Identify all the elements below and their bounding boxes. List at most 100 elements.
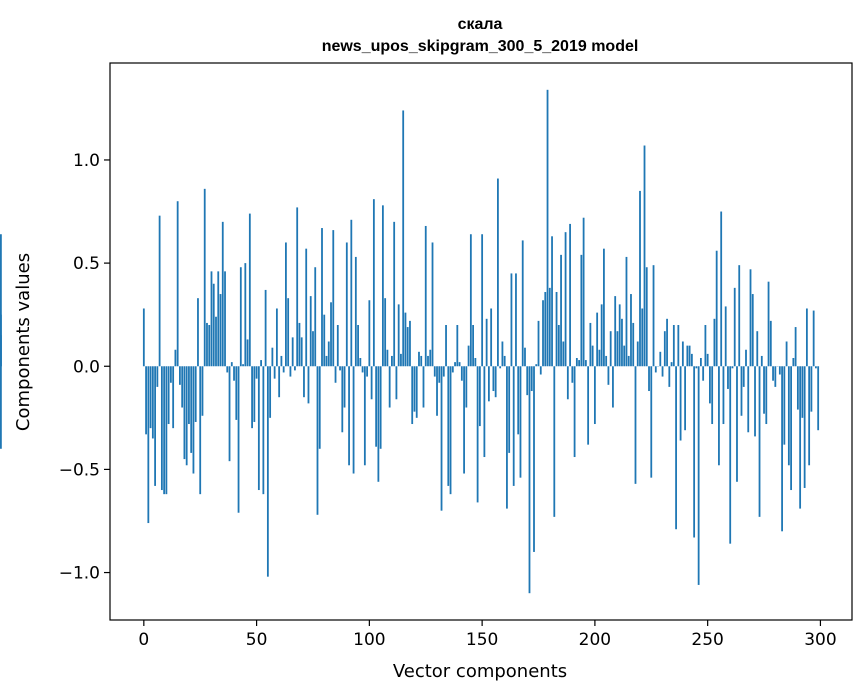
bar <box>266 366 269 577</box>
bar <box>409 320 411 367</box>
bar <box>294 366 296 371</box>
bar <box>436 366 438 416</box>
bar <box>600 304 603 367</box>
bar <box>181 366 184 408</box>
bar <box>539 366 542 375</box>
bar <box>684 366 686 431</box>
bar <box>688 345 691 367</box>
bar <box>742 366 745 387</box>
bar <box>686 345 689 367</box>
bar <box>228 366 231 462</box>
bar <box>503 355 506 367</box>
bar <box>763 366 765 414</box>
bar <box>713 318 716 367</box>
bar <box>312 331 314 367</box>
bar <box>490 308 493 367</box>
bar <box>506 366 508 509</box>
bar <box>524 347 526 367</box>
bar <box>609 331 612 367</box>
bar <box>612 366 614 408</box>
bar <box>458 362 461 367</box>
bar <box>478 366 481 427</box>
bar <box>630 294 632 367</box>
bar <box>614 296 617 367</box>
bar <box>754 366 756 437</box>
bar <box>291 337 294 367</box>
bar <box>370 366 373 400</box>
bar <box>636 341 639 367</box>
bar <box>469 234 472 367</box>
bar <box>720 211 723 367</box>
bar <box>440 366 443 511</box>
bar <box>815 366 817 369</box>
bar <box>790 366 792 491</box>
bar <box>555 291 558 367</box>
bar <box>203 188 206 367</box>
bar <box>808 366 811 466</box>
bar <box>300 337 303 367</box>
bar <box>736 366 738 482</box>
bar <box>794 327 797 367</box>
bar <box>706 353 709 367</box>
bar <box>381 205 384 367</box>
x-tick-label: 0 <box>138 630 149 650</box>
bar <box>172 366 175 429</box>
bar <box>160 366 163 491</box>
bar <box>248 213 251 367</box>
bar <box>551 236 553 367</box>
y-tick-label: 0.0 <box>73 357 100 377</box>
bar <box>603 248 605 367</box>
bar <box>760 355 763 367</box>
bar <box>533 366 535 552</box>
bar <box>400 353 402 367</box>
bar <box>176 201 179 367</box>
bar <box>451 366 454 373</box>
bar <box>321 228 323 367</box>
bar <box>215 316 217 367</box>
bar <box>237 366 240 513</box>
bar <box>472 325 474 367</box>
bar <box>553 366 556 517</box>
bar <box>296 207 299 367</box>
bar <box>641 308 644 367</box>
bar <box>224 271 226 367</box>
bar <box>424 225 427 367</box>
bar <box>0 234 2 367</box>
bar <box>420 355 423 367</box>
bar-series <box>0 89 820 594</box>
bar <box>418 351 420 367</box>
bar <box>722 366 725 425</box>
bar <box>510 273 513 367</box>
bar <box>740 366 743 416</box>
bar <box>449 366 452 495</box>
bar <box>442 366 445 377</box>
bar <box>781 366 783 532</box>
bar <box>149 366 152 429</box>
bar <box>494 366 497 398</box>
bar <box>566 366 569 400</box>
bar <box>787 366 790 466</box>
bar <box>262 366 265 495</box>
bar <box>681 341 684 367</box>
bar <box>526 366 529 396</box>
bar <box>316 366 319 515</box>
bar <box>474 358 477 367</box>
bar <box>528 366 531 594</box>
bar <box>697 366 700 585</box>
bar <box>677 325 680 367</box>
bar <box>460 366 463 381</box>
bar <box>584 360 587 367</box>
bar <box>639 190 641 367</box>
bar <box>733 287 736 367</box>
bar <box>487 366 490 402</box>
bar <box>147 366 150 524</box>
bar <box>454 362 456 367</box>
bar <box>357 325 359 367</box>
y-tick-label: −1.0 <box>59 564 100 584</box>
bar <box>515 273 517 367</box>
bar <box>413 366 416 412</box>
bar <box>499 366 502 369</box>
bar <box>727 366 729 389</box>
bar <box>632 322 635 367</box>
bar <box>280 355 283 367</box>
